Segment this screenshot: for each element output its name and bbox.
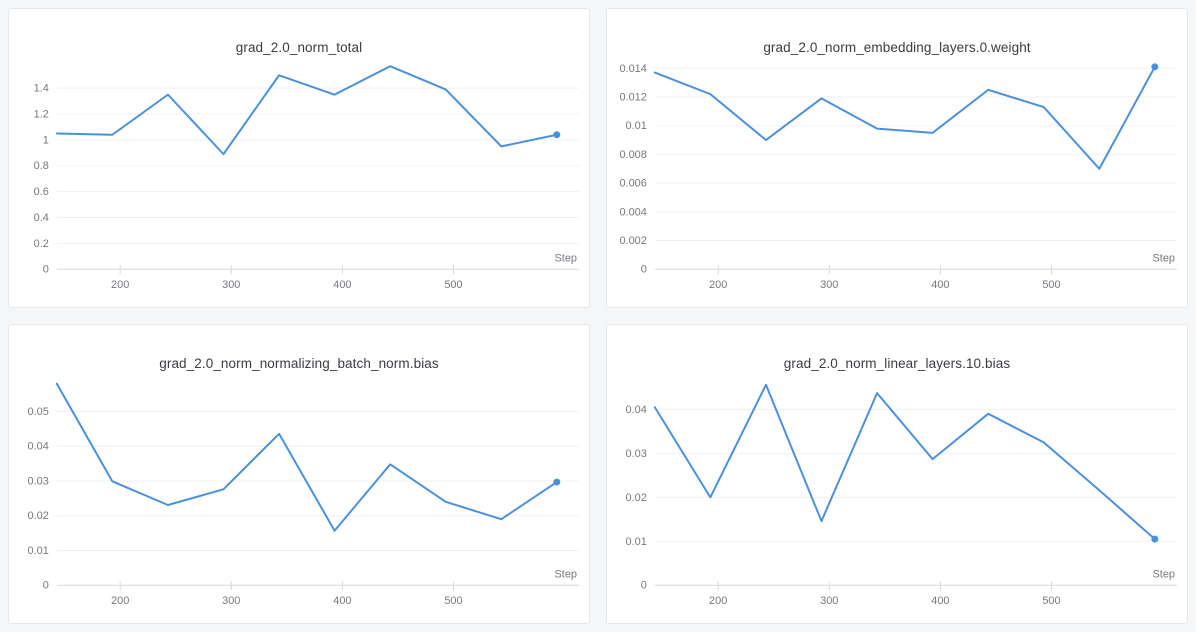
series-endpoint-dot [553, 478, 561, 486]
series-endpoint-dot [553, 131, 561, 139]
y-tick-label: 0.03 [626, 448, 647, 460]
x-tick-label: 300 [222, 279, 240, 291]
y-tick-label: 0.01 [626, 120, 647, 132]
y-tick-label: 0.8 [34, 160, 49, 172]
y-tick-label: 0.008 [619, 149, 646, 161]
x-tick-label: 500 [1042, 279, 1060, 291]
y-tick-label: 0.04 [626, 404, 647, 416]
y-tick-label: 0 [641, 580, 647, 592]
x-tick-label: 400 [931, 595, 949, 607]
x-axis-label: Step [555, 568, 578, 580]
y-tick-label: 0.01 [28, 545, 49, 557]
x-tick-label: 500 [444, 279, 462, 291]
y-tick-label: 0.02 [626, 492, 647, 504]
chart-title: grad_2.0_norm_embedding_layers.0.weight [763, 40, 1031, 55]
series-line [653, 65, 1156, 170]
y-tick-label: 0 [43, 580, 49, 592]
line-chart-canvas: 0 0.01 0.02 0.03 0.04 0.05 200 300 400 500 Step [28, 382, 580, 607]
y-tick-label: 0.03 [28, 475, 49, 487]
x-tick-label: 200 [709, 279, 727, 291]
chart-panel-grad-norm-total[interactable]: 0 0.2 0.4 0.6 0.8 1 1.2 1.4 200 300 400 500 Step gra… [8, 8, 590, 308]
line-chart-canvas: 0 0.002 0.004 0.006 0.008 0.01 0.012 0.014 200 30… [619, 63, 1178, 291]
y-tick-label: 0.2 [34, 238, 49, 250]
chart-title: grad_2.0_norm_linear_layers.10.bias [783, 356, 1011, 371]
x-tick-label: 300 [820, 595, 838, 607]
y-tick-label: 1.4 [34, 83, 49, 95]
y-tick-label: 0.012 [619, 91, 646, 103]
y-tick-label: 0.002 [619, 235, 646, 247]
chart-panel-grad-norm-batchnorm-bias[interactable]: 0 0.01 0.02 0.03 0.04 0.05 200 300 400 500 Step gr… [8, 324, 590, 624]
y-tick-label: 0.05 [28, 406, 49, 418]
chart-panel-grad-norm-embedding-weight[interactable]: 0 0.002 0.004 0.006 0.008 0.01 0.012 0.014 200 30… [606, 8, 1188, 308]
x-tick-label: 200 [709, 595, 727, 607]
y-tick-label: 0.6 [34, 186, 49, 198]
line-chart-canvas: 0 0.2 0.4 0.6 0.8 1 1.2 1.4 200 300 400 500 Step [34, 65, 580, 291]
y-tick-label: 0.02 [28, 510, 49, 522]
x-tick-label: 400 [931, 279, 949, 291]
x-tick-label: 300 [222, 595, 240, 607]
y-tick-label: 0.4 [34, 212, 49, 224]
x-tick-label: 200 [111, 279, 129, 291]
y-tick-label: 0.004 [619, 206, 646, 218]
series-endpoint-dot [1151, 63, 1159, 71]
series-line [55, 382, 558, 532]
y-tick-label: 0.006 [619, 178, 646, 190]
x-axis-label: Step [1153, 252, 1176, 264]
line-chart-canvas: 0 0.01 0.02 0.03 0.04 200 300 400 500 Step [626, 383, 1178, 607]
y-tick-label: 0 [43, 264, 49, 276]
y-tick-label: 1 [43, 134, 49, 146]
series-line [653, 383, 1156, 541]
x-axis-label: Step [1153, 568, 1176, 580]
x-axis-label: Step [555, 252, 578, 264]
y-tick-label: 0.04 [28, 441, 49, 453]
chart-title: grad_2.0_norm_normalizing_batch_norm.bia… [159, 356, 439, 371]
x-tick-label: 400 [333, 279, 351, 291]
x-tick-label: 400 [333, 595, 351, 607]
y-tick-label: 1.2 [34, 109, 49, 121]
x-tick-label: 500 [444, 595, 462, 607]
y-tick-label: 0.014 [619, 63, 646, 75]
series-endpoint-dot [1151, 535, 1159, 543]
y-tick-label: 0 [641, 264, 647, 276]
chart-panel-grad-norm-linear-bias[interactable]: 0 0.01 0.02 0.03 0.04 200 300 400 500 Step grad_2… [606, 324, 1188, 624]
x-tick-label: 300 [820, 279, 838, 291]
x-tick-label: 500 [1042, 595, 1060, 607]
series-line [55, 65, 558, 156]
chart-title: grad_2.0_norm_total [235, 40, 363, 55]
y-tick-label: 0.01 [626, 536, 647, 548]
x-tick-label: 200 [111, 595, 129, 607]
